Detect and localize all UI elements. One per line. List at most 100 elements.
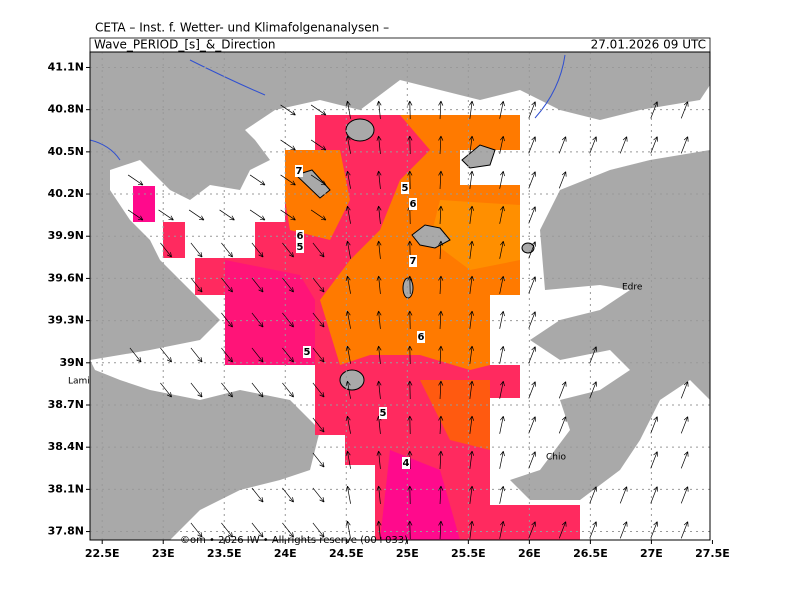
arrow <box>345 100 351 119</box>
arrow <box>650 451 659 469</box>
arrow <box>376 135 382 154</box>
contour-label: 7 <box>410 256 417 267</box>
institute-title: CETA – Inst. f. Wetter- und Klimafolgena… <box>95 21 389 35</box>
arrow <box>312 522 325 538</box>
arrow <box>376 380 382 399</box>
arrow <box>528 521 537 539</box>
arrow <box>310 174 327 186</box>
lat-tick-label: 39.9N <box>48 229 84 242</box>
island <box>402 277 414 299</box>
lat-tick-label: 41.1N <box>48 60 84 73</box>
arrow <box>469 310 475 329</box>
contour-label: 6 <box>410 199 417 210</box>
arrow <box>528 241 537 259</box>
arrow <box>158 209 174 221</box>
arrow <box>499 345 505 364</box>
arrow <box>438 100 444 120</box>
arrow <box>190 347 203 363</box>
arrow <box>469 100 475 119</box>
product-title: Wave_PERIOD_[s]_&_Direction <box>94 38 276 52</box>
place-label: Chio <box>546 453 566 463</box>
arrow <box>619 521 628 539</box>
contour-label: 5 <box>380 408 387 419</box>
arrow <box>558 136 567 154</box>
arrow <box>499 485 505 504</box>
arrow <box>528 136 537 154</box>
arrow <box>499 275 505 294</box>
lon-tick-label: 22.5E <box>85 547 120 560</box>
lon-tick-label: 23.5E <box>207 547 242 560</box>
arrow <box>219 209 235 221</box>
arrow <box>650 136 659 154</box>
arrow <box>469 345 475 364</box>
arrow <box>499 135 505 154</box>
arrow <box>469 170 475 189</box>
island <box>295 169 331 199</box>
arrow <box>249 209 266 221</box>
arrow <box>190 522 203 538</box>
arrow <box>345 345 351 364</box>
contour-label: 6 <box>297 231 304 242</box>
lon-tick-label: 24.5E <box>329 547 364 560</box>
arrow <box>345 135 351 154</box>
arrow <box>438 205 444 225</box>
lat-tick-label: 39N <box>59 356 84 369</box>
arrow <box>438 415 444 435</box>
arrow <box>190 382 203 398</box>
valid-time: 27.01.2026 09 UTC <box>591 38 706 52</box>
arrow <box>558 521 567 539</box>
arrow <box>499 310 505 329</box>
arrow <box>376 240 382 259</box>
island <box>345 118 375 142</box>
frame <box>89 51 711 541</box>
arrow <box>221 382 233 398</box>
arrow <box>650 416 659 434</box>
arrow <box>558 416 567 434</box>
arrow <box>589 486 598 504</box>
arrow <box>528 206 537 224</box>
arrow <box>345 485 351 504</box>
arrow <box>345 205 351 224</box>
arrow <box>407 100 413 120</box>
arrow <box>499 205 505 224</box>
arrow <box>438 240 444 260</box>
contour-label-box <box>401 182 409 194</box>
arrow <box>251 312 264 328</box>
arrow <box>407 310 413 330</box>
arrow <box>282 522 294 538</box>
arrow <box>221 312 233 328</box>
arrow <box>407 275 413 295</box>
arrow <box>280 209 296 221</box>
arrow <box>312 347 325 363</box>
arrow <box>407 415 413 435</box>
lon-tick-label: 24E <box>274 547 297 560</box>
arrow <box>251 277 264 293</box>
place-label: Edre <box>622 283 643 293</box>
lat-tick-label: 38.1N <box>48 482 84 495</box>
arrow <box>650 101 659 119</box>
contour-label-box <box>303 346 311 358</box>
lat-tick-label: 39.3N <box>48 314 84 327</box>
arrow <box>280 104 296 116</box>
arrow <box>312 382 325 398</box>
place-label: Lami <box>68 377 90 387</box>
arrow <box>499 415 505 434</box>
arrow <box>407 520 413 540</box>
arrow <box>190 277 203 293</box>
arrow <box>650 486 659 504</box>
arrow <box>376 450 382 469</box>
arrow <box>619 136 628 154</box>
arrow <box>680 451 689 469</box>
arrow <box>680 416 689 434</box>
arrow <box>345 310 351 329</box>
arrow <box>376 520 382 539</box>
arrow <box>312 452 325 468</box>
arrow <box>499 380 505 399</box>
arrow <box>282 312 294 328</box>
lat-tick-label: 38.7N <box>48 398 84 411</box>
arrow <box>407 380 413 400</box>
lon-tick-label: 26E <box>518 547 541 560</box>
lat-tick-label: 39.6N <box>48 271 84 284</box>
